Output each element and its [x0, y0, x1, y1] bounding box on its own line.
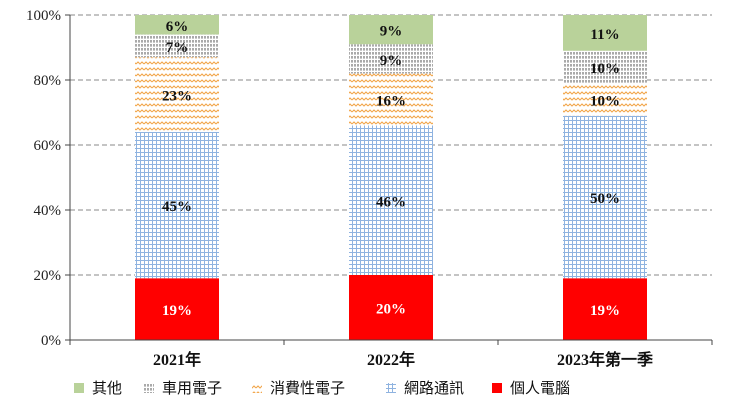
data-label: 10% — [590, 61, 620, 77]
bar-segment — [135, 132, 219, 279]
data-label: 20% — [376, 302, 406, 318]
data-label: 11% — [590, 27, 619, 43]
data-label: 50% — [590, 191, 620, 207]
y-tick-label: 20% — [34, 268, 62, 284]
bar-segment — [563, 115, 647, 279]
bar-segment — [135, 278, 219, 340]
legend: 其他 車用電子 消費性電子 網路通訊 個人電腦 — [74, 379, 570, 397]
data-label: 45% — [162, 199, 192, 215]
legend-swatch — [386, 383, 396, 393]
data-label: 19% — [162, 303, 192, 319]
y-tick-label: 80% — [34, 73, 62, 89]
x-category-label: 2023年第一季 — [557, 350, 654, 369]
y-tick-label: 60% — [34, 138, 62, 154]
data-label: 7% — [166, 40, 189, 56]
bar-segment — [563, 278, 647, 340]
x-category-label: 2022年 — [367, 350, 415, 369]
legend-swatch — [144, 383, 154, 393]
y-tick-label: 0% — [41, 333, 61, 349]
data-labels: 19% 45% 23% 7% 6% 20% 46% 16% 9% 9% 19% 50% 10% 10% 11… — [162, 19, 620, 319]
bar-segment — [135, 57, 219, 132]
data-label: 23% — [162, 89, 192, 105]
legend-label: 車用電子 — [162, 379, 222, 397]
axes: 0% 20% 40% 60% 80% 100% 2021年 2022年 2023年第一季 — [26, 8, 713, 369]
data-label: 10% — [590, 94, 620, 110]
legend-label: 網路通訊 — [404, 379, 464, 397]
x-category-label: 2021年 — [153, 350, 201, 369]
legend-label: 其他 — [92, 379, 122, 397]
data-label: 6% — [166, 19, 189, 35]
bar-segment — [563, 83, 647, 116]
y-tick-label: 100% — [26, 8, 61, 24]
bar-segment — [563, 15, 647, 51]
legend-label: 消費性電子 — [270, 379, 345, 397]
bar-segment — [349, 275, 433, 340]
bar-segment — [563, 50, 647, 84]
bar-segment — [349, 15, 433, 45]
legend-swatch — [252, 383, 262, 393]
bar-segment — [349, 125, 433, 275]
bar-segment — [349, 44, 433, 74]
bar-segment — [349, 73, 433, 126]
y-tick-label: 40% — [34, 203, 62, 219]
data-label: 9% — [380, 24, 403, 40]
data-label: 46% — [376, 194, 406, 210]
data-label: 16% — [376, 94, 406, 110]
bar-segment — [135, 34, 219, 58]
data-label: 9% — [380, 53, 403, 69]
legend-label: 個人電腦 — [510, 379, 570, 397]
legend-swatch — [492, 383, 502, 393]
data-label: 19% — [590, 303, 620, 319]
bar-segment — [135, 15, 219, 35]
bars — [135, 15, 647, 340]
legend-swatch — [74, 383, 84, 393]
